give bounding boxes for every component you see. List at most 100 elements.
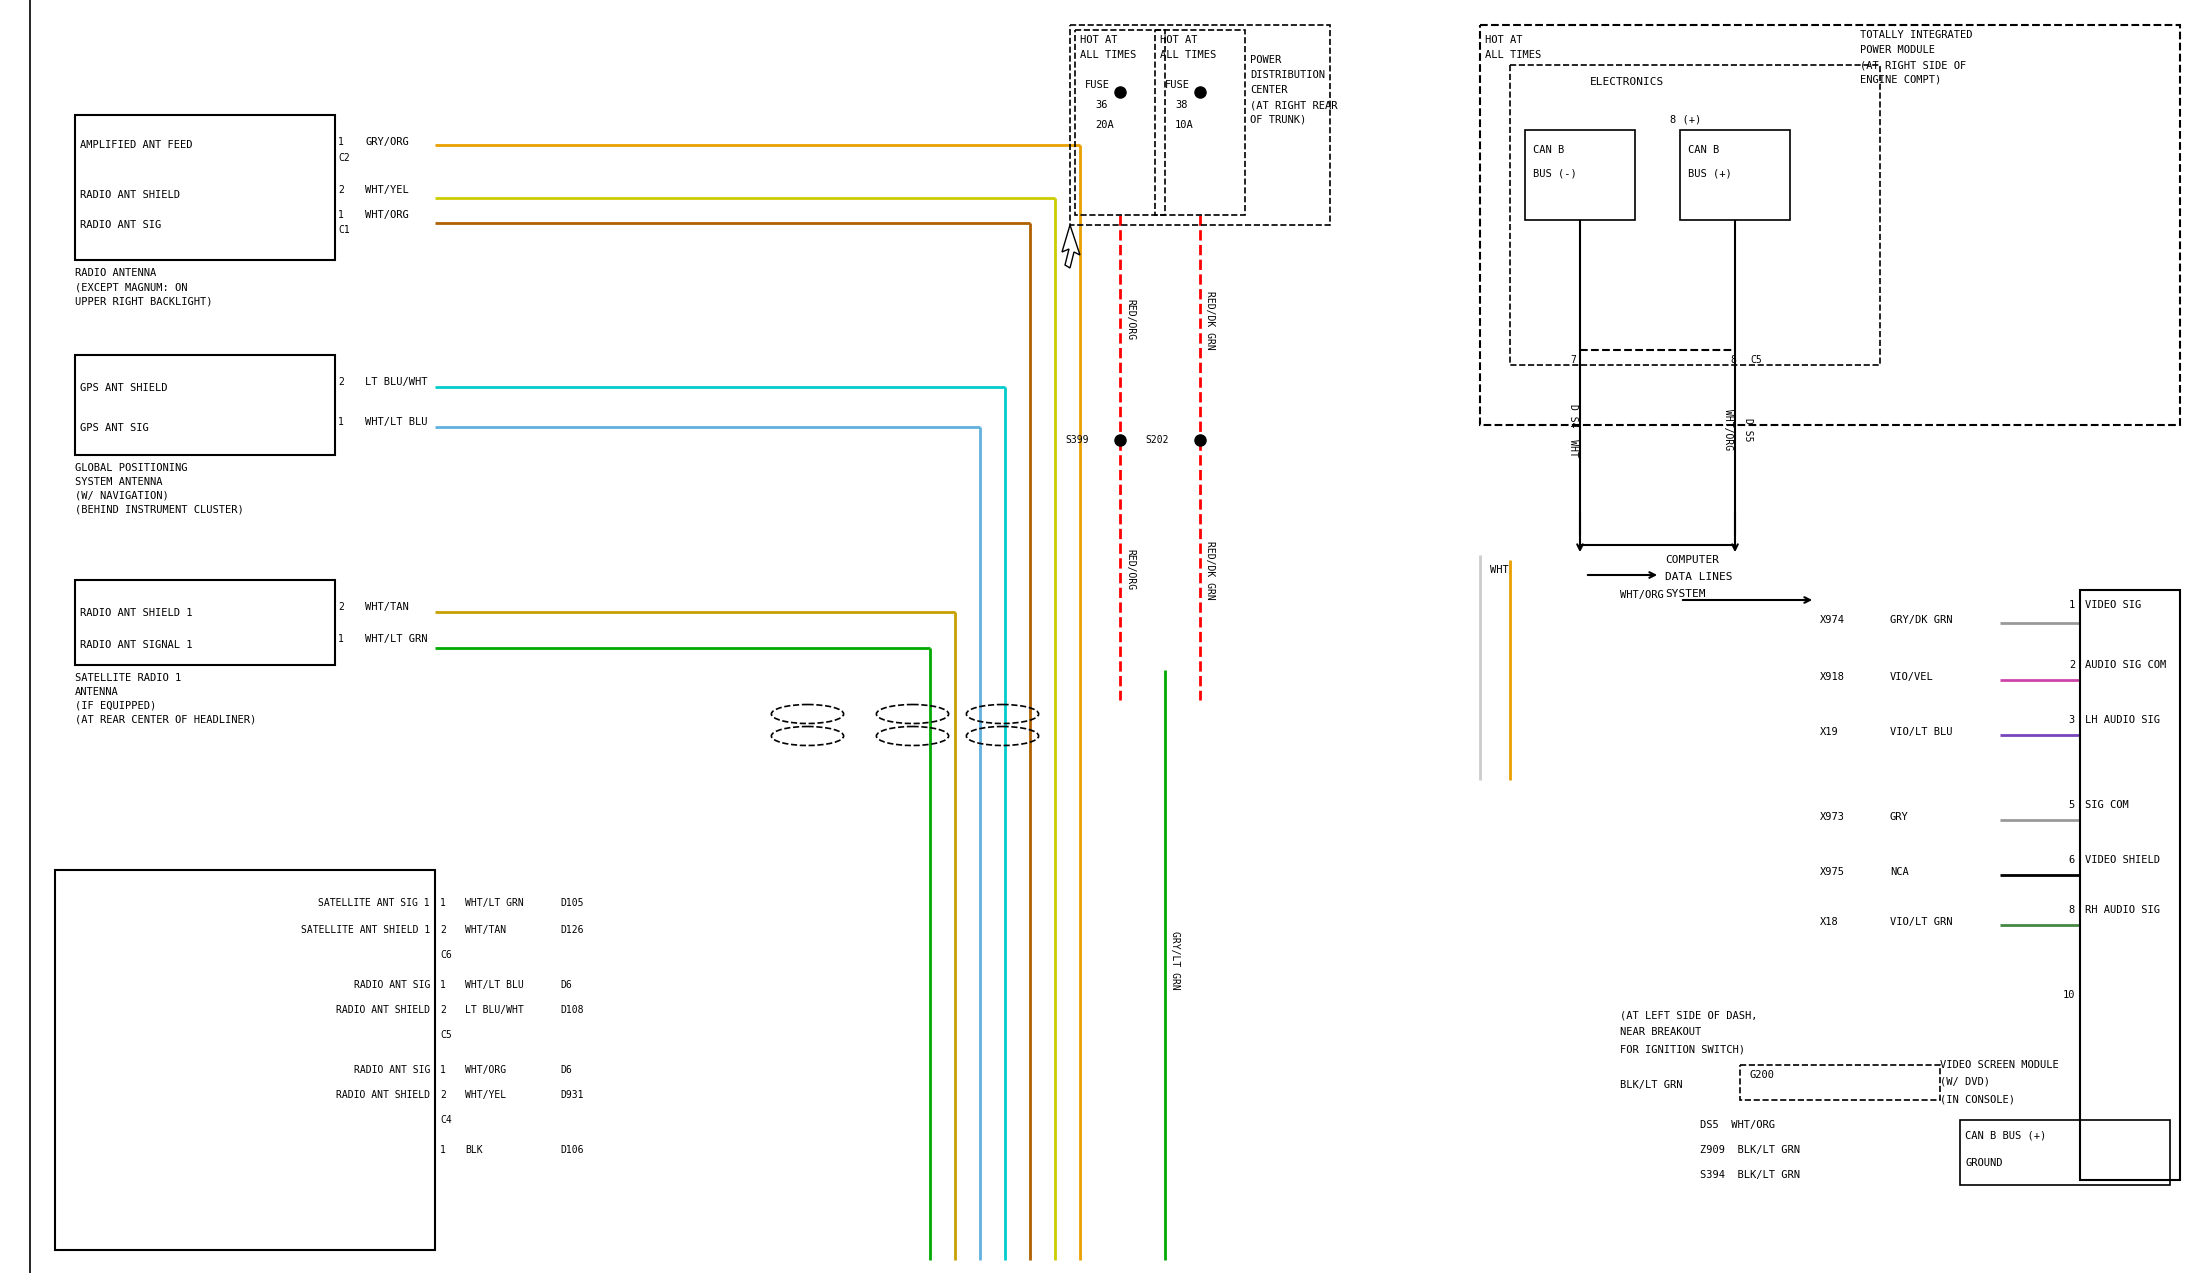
- Text: WHT/ORG: WHT/ORG: [1619, 589, 1663, 600]
- Text: WHT/LT BLU: WHT/LT BLU: [365, 418, 427, 426]
- Text: 8: 8: [1729, 355, 1736, 365]
- Text: 1: 1: [440, 980, 447, 990]
- Bar: [1069, 25, 1331, 225]
- Text: FUSE: FUSE: [1085, 80, 1111, 90]
- Text: RH AUDIO SIG: RH AUDIO SIG: [2086, 905, 2160, 915]
- Text: 10: 10: [2064, 990, 2075, 1001]
- Bar: [1155, 31, 1245, 215]
- Text: 2: 2: [440, 925, 447, 934]
- Text: ALL TIMES: ALL TIMES: [1485, 50, 1542, 60]
- Text: 2: 2: [339, 377, 343, 387]
- Bar: [1681, 130, 1791, 220]
- Text: GPS ANT SIG: GPS ANT SIG: [79, 423, 150, 433]
- Text: AUDIO SIG COM: AUDIO SIG COM: [2086, 659, 2167, 670]
- Text: 1: 1: [440, 897, 447, 908]
- Text: RADIO ANT SIG: RADIO ANT SIG: [354, 1066, 429, 1074]
- Text: (AT LEFT SIDE OF DASH,: (AT LEFT SIDE OF DASH,: [1619, 1009, 1758, 1020]
- Text: DATA LINES: DATA LINES: [1665, 572, 1734, 582]
- Text: X18: X18: [1819, 917, 1839, 927]
- Text: X975: X975: [1819, 867, 1846, 877]
- Text: (W/ DVD): (W/ DVD): [1940, 1077, 1991, 1087]
- Text: 1: 1: [339, 418, 343, 426]
- Text: S202: S202: [1144, 435, 1168, 446]
- Bar: [75, 580, 334, 665]
- Text: RED/DK GRN: RED/DK GRN: [1206, 290, 1214, 349]
- Text: 8: 8: [2068, 905, 2075, 915]
- Bar: [75, 355, 334, 454]
- Text: WHT/ORG: WHT/ORG: [464, 1066, 506, 1074]
- Text: C1: C1: [339, 225, 350, 236]
- Text: 1: 1: [339, 634, 343, 644]
- Text: (IF EQUIPPED): (IF EQUIPPED): [75, 701, 156, 712]
- Bar: [1481, 25, 2180, 425]
- Text: ALL TIMES: ALL TIMES: [1080, 50, 1135, 60]
- Text: X974: X974: [1819, 615, 1846, 625]
- Text: S394  BLK/LT GRN: S394 BLK/LT GRN: [1701, 1170, 1800, 1180]
- Text: C2: C2: [339, 153, 350, 163]
- Text: 2: 2: [339, 185, 343, 195]
- Text: GLOBAL POSITIONING: GLOBAL POSITIONING: [75, 463, 187, 474]
- Text: LH AUDIO SIG: LH AUDIO SIG: [2086, 715, 2160, 726]
- Text: X973: X973: [1819, 812, 1846, 822]
- Text: 38: 38: [1175, 101, 1188, 109]
- Text: WHT/YEL: WHT/YEL: [365, 185, 409, 195]
- Text: RED/ORG: RED/ORG: [1124, 550, 1135, 591]
- Text: C5: C5: [440, 1030, 451, 1040]
- Text: LT BLU/WHT: LT BLU/WHT: [365, 377, 427, 387]
- Text: 1: 1: [339, 210, 343, 220]
- Text: (EXCEPT MAGNUM: ON: (EXCEPT MAGNUM: ON: [75, 283, 187, 292]
- Text: 2: 2: [2068, 659, 2075, 670]
- Text: CAN B BUS (+): CAN B BUS (+): [1965, 1130, 2046, 1141]
- Text: RADIO ANT SHIELD: RADIO ANT SHIELD: [337, 1004, 429, 1015]
- Text: WHT/YEL: WHT/YEL: [464, 1090, 506, 1100]
- Text: WHT/ORG: WHT/ORG: [1723, 410, 1734, 451]
- Bar: [1509, 65, 1881, 365]
- Text: BUS (+): BUS (+): [1687, 168, 1731, 178]
- Text: 1: 1: [440, 1144, 447, 1155]
- Text: NCA: NCA: [1890, 867, 1910, 877]
- Text: GPS ANT SHIELD: GPS ANT SHIELD: [79, 383, 167, 393]
- Text: FUSE: FUSE: [1166, 80, 1190, 90]
- Text: WHT: WHT: [1489, 565, 1509, 575]
- Text: GRY/DK GRN: GRY/DK GRN: [1890, 615, 1954, 625]
- Text: ENGINE COMPT): ENGINE COMPT): [1859, 75, 1940, 85]
- Text: 5: 5: [2068, 799, 2075, 810]
- Text: D931: D931: [561, 1090, 583, 1100]
- Text: RADIO ANT SHIELD: RADIO ANT SHIELD: [337, 1090, 429, 1100]
- Text: GRY/LT GRN: GRY/LT GRN: [1170, 931, 1179, 989]
- Text: C5: C5: [1749, 355, 1762, 365]
- Text: LT BLU/WHT: LT BLU/WHT: [464, 1004, 524, 1015]
- Text: SATELLITE ANT SIG 1: SATELLITE ANT SIG 1: [319, 897, 429, 908]
- Text: HOT AT: HOT AT: [1080, 34, 1118, 45]
- Text: VIO/LT GRN: VIO/LT GRN: [1890, 917, 1954, 927]
- Text: 10A: 10A: [1175, 120, 1195, 130]
- Text: RED/ORG: RED/ORG: [1124, 299, 1135, 341]
- Text: (W/ NAVIGATION): (W/ NAVIGATION): [75, 491, 169, 502]
- Text: 1: 1: [339, 137, 343, 146]
- Text: VIDEO SIG: VIDEO SIG: [2086, 600, 2141, 610]
- Text: HOT AT: HOT AT: [1485, 34, 1522, 45]
- Text: (IN CONSOLE): (IN CONSOLE): [1940, 1094, 2015, 1104]
- Text: SATELLITE ANT SHIELD 1: SATELLITE ANT SHIELD 1: [301, 925, 429, 934]
- Text: C4: C4: [440, 1115, 451, 1125]
- Text: SIG COM: SIG COM: [2086, 799, 2130, 810]
- Text: 1: 1: [440, 1066, 447, 1074]
- Text: Z909  BLK/LT GRN: Z909 BLK/LT GRN: [1701, 1144, 1800, 1155]
- Text: WHT/TAN: WHT/TAN: [365, 602, 409, 612]
- Text: (AT RIGHT REAR: (AT RIGHT REAR: [1250, 101, 1338, 109]
- Bar: [1076, 31, 1166, 215]
- Text: 2: 2: [440, 1004, 447, 1015]
- Text: WHT/ORG: WHT/ORG: [365, 210, 409, 220]
- Text: 6: 6: [2068, 855, 2075, 864]
- Text: GRY/ORG: GRY/ORG: [365, 137, 409, 146]
- Text: FOR IGNITION SWITCH): FOR IGNITION SWITCH): [1619, 1044, 1745, 1054]
- Text: SATELLITE RADIO 1: SATELLITE RADIO 1: [75, 673, 180, 684]
- Text: D105: D105: [561, 897, 583, 908]
- Text: VIO/LT BLU: VIO/LT BLU: [1890, 727, 1954, 737]
- Text: (BEHIND INSTRUMENT CLUSTER): (BEHIND INSTRUMENT CLUSTER): [75, 505, 244, 516]
- Text: D6: D6: [561, 980, 572, 990]
- Bar: [55, 869, 436, 1250]
- Text: G200: G200: [1749, 1071, 1775, 1080]
- Text: ANTENNA: ANTENNA: [75, 687, 119, 698]
- Text: D106: D106: [561, 1144, 583, 1155]
